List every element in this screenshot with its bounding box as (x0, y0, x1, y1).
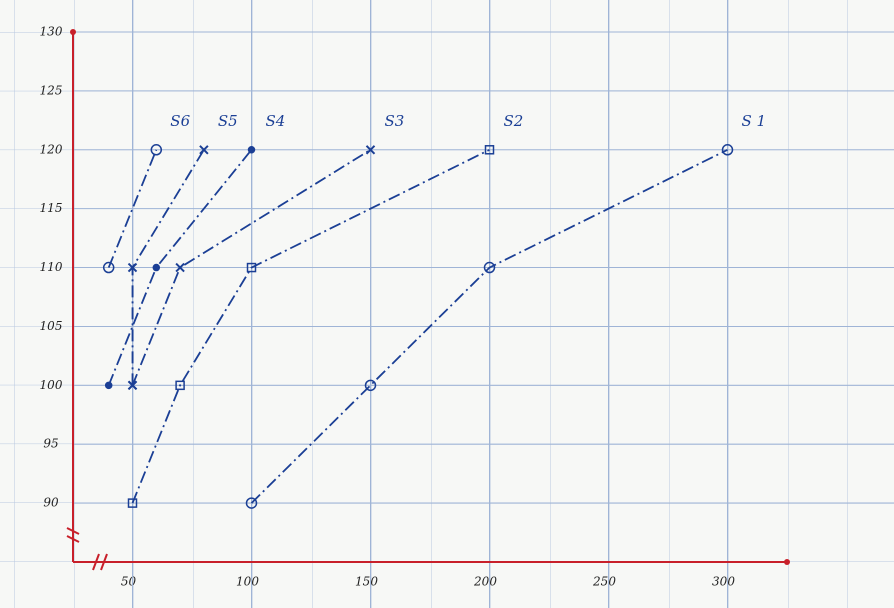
axis-end (784, 559, 790, 565)
point (364, 379, 377, 392)
point (245, 497, 258, 509)
series-label: S6 (170, 112, 190, 130)
point (199, 145, 209, 155)
point (175, 380, 185, 391)
point (150, 144, 163, 156)
x-tick-label: 200 (473, 575, 497, 589)
x-tick-label: 250 (592, 575, 616, 589)
point (127, 498, 138, 508)
point (152, 263, 161, 272)
axis-end (70, 29, 76, 35)
series-label: S2 (504, 112, 524, 130)
series-line (107, 149, 158, 268)
y-tick-label: 110 (40, 260, 63, 274)
y-tick-label: 90 (43, 496, 59, 510)
point (246, 262, 257, 273)
point (175, 262, 185, 273)
point (484, 145, 495, 155)
axis-break (92, 553, 108, 571)
series-line (250, 148, 728, 504)
y-tick-label: 130 (40, 25, 63, 39)
point (483, 261, 496, 274)
point (102, 261, 115, 274)
x-tick-label: 100 (236, 575, 259, 589)
point (127, 262, 138, 273)
x-tick-label: 50 (121, 575, 137, 589)
y-tick-label: 115 (40, 201, 63, 215)
y-tick-label: 120 (40, 142, 63, 156)
point (247, 146, 256, 154)
y-tick-label: 125 (40, 83, 63, 97)
series-line (131, 148, 490, 504)
y-tick-label: 100 (40, 378, 63, 392)
y-tick-label: 95 (43, 437, 58, 451)
series-label: S4 (266, 112, 286, 130)
point (721, 144, 734, 156)
point (127, 380, 138, 391)
series-label: S5 (218, 112, 238, 130)
x-tick-label: 150 (355, 575, 378, 589)
point (104, 381, 113, 390)
axis-break (66, 527, 80, 543)
series-label: S 1 (742, 112, 767, 130)
series-label: S3 (385, 112, 405, 130)
point (365, 145, 376, 155)
y-tick-label: 105 (40, 319, 63, 333)
x-tick-label: 300 (712, 575, 735, 589)
